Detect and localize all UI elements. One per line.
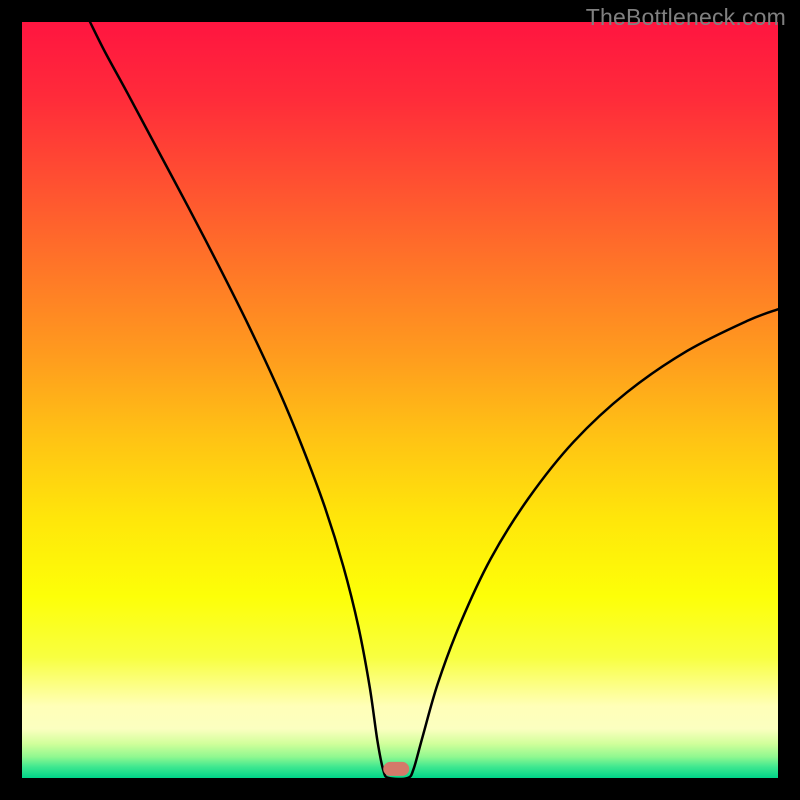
gradient-plot-area <box>22 22 778 778</box>
watermark-text: TheBottleneck.com <box>586 4 786 31</box>
bottleneck-curve-chart <box>0 0 800 800</box>
chart-canvas: TheBottleneck.com <box>0 0 800 800</box>
minimum-marker <box>383 762 409 776</box>
